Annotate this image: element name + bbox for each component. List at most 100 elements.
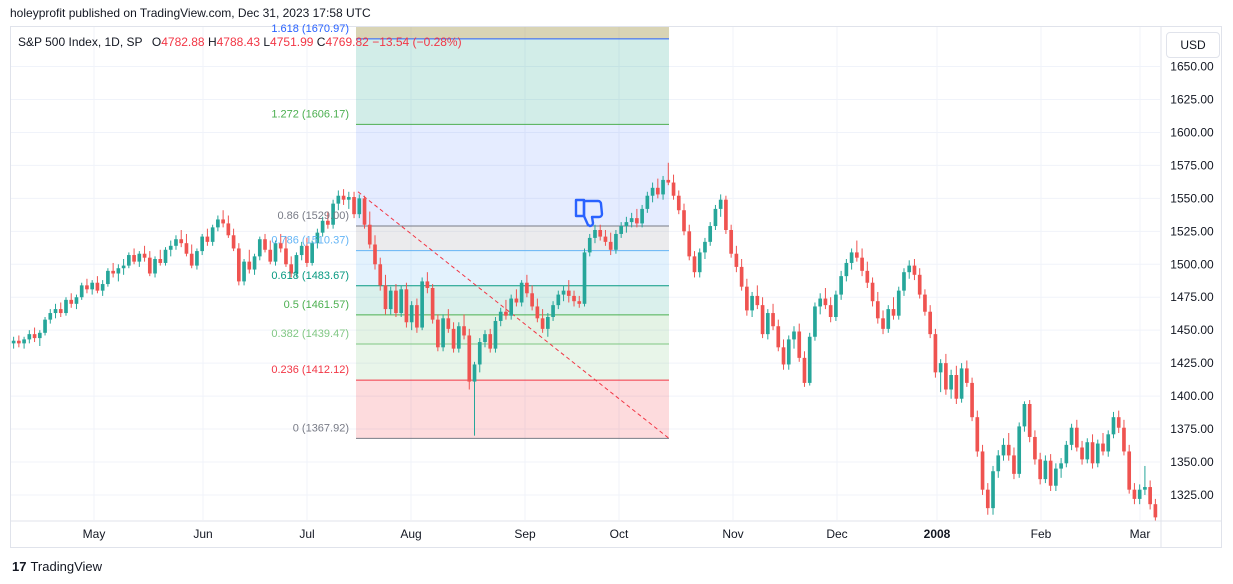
candle: [676, 190, 681, 215]
candle: [1080, 440, 1084, 465]
candle-body: [546, 317, 550, 329]
candle-body: [53, 309, 58, 314]
candle-body: [1027, 404, 1032, 437]
candle-body: [58, 309, 63, 314]
candle: [765, 309, 770, 340]
fib-level-label: 0.86 (1529.00): [277, 210, 349, 222]
low-label: L: [263, 35, 271, 49]
candle: [891, 297, 896, 320]
candle-body: [525, 282, 529, 294]
candle: [451, 322, 456, 353]
candle-body: [813, 306, 817, 337]
candle-body: [436, 319, 440, 348]
fibonacci-labels: 1.618 (1670.97) 1.272 (1606.17) 0.86 (1529…: [271, 23, 349, 434]
candle-body: [540, 318, 545, 329]
candle-body: [294, 255, 299, 274]
x-tick-label: 2008: [924, 527, 951, 541]
x-tick-label: Oct: [610, 527, 629, 541]
candle-body: [341, 195, 346, 200]
candle: [587, 233, 592, 257]
candle: [902, 268, 906, 296]
symbol-name: S&P 500 Index, 1D, SP: [18, 35, 143, 49]
candle-body: [561, 290, 566, 295]
candle: [462, 314, 466, 340]
candle: [818, 293, 823, 315]
candle: [420, 277, 424, 331]
y-tick-label: 1425.00: [1170, 356, 1214, 370]
candle-body: [718, 199, 723, 209]
candle: [666, 162, 671, 186]
tradingview-footer[interactable]: 17 TradingView: [12, 559, 102, 574]
candle: [509, 294, 514, 320]
candle-body: [200, 236, 204, 252]
candle-body: [682, 210, 686, 232]
candle: [436, 314, 440, 352]
candle: [912, 259, 917, 281]
candle: [362, 195, 367, 229]
candle-body: [797, 331, 802, 358]
candle-body: [1095, 443, 1100, 464]
candle-body: [818, 298, 823, 307]
candle-body: [823, 298, 828, 306]
fibonacci-extension[interactable]: [356, 27, 670, 439]
candle-body: [1074, 427, 1079, 448]
candle-body: [488, 334, 493, 349]
fib-level-label: 0.382 (1439.47): [271, 328, 349, 340]
time-axis[interactable]: May Jun Jul Aug Sep Oct Nov Dec 2008 Feb Mar: [83, 527, 1151, 541]
candle: [467, 328, 472, 390]
candle: [1143, 465, 1147, 495]
candle: [1012, 447, 1016, 480]
candle: [582, 248, 587, 307]
chart-frame[interactable]: [10, 26, 1222, 548]
candle: [855, 240, 859, 262]
candle: [1033, 430, 1037, 465]
candle-body: [69, 299, 74, 304]
candle-body: [430, 288, 435, 320]
candle: [273, 240, 278, 266]
candle: [614, 230, 618, 254]
candle-body: [954, 375, 959, 399]
candle: [299, 241, 304, 261]
candle-body: [451, 328, 456, 349]
candle-body: [116, 268, 121, 274]
candle: [11, 336, 16, 349]
candle-body: [509, 298, 514, 316]
candle-body: [687, 231, 692, 257]
candle: [294, 252, 299, 278]
candle: [923, 289, 927, 316]
candle-body: [912, 265, 917, 275]
currency-button[interactable]: USD: [1166, 32, 1220, 58]
candle: [456, 322, 461, 353]
candle: [341, 189, 346, 205]
candle-body: [236, 248, 241, 282]
candle-body: [519, 282, 524, 303]
candle: [415, 298, 419, 333]
candle-body: [346, 197, 351, 200]
candle: [1059, 458, 1063, 478]
candle-body: [881, 318, 885, 329]
candle: [938, 359, 943, 393]
price-axis[interactable]: 1650.00 1625.00 1600.00 1575.00 1550.00 1525.…: [1170, 60, 1214, 502]
candle-body: [635, 218, 639, 224]
candle: [352, 191, 356, 219]
candle-body: [425, 281, 430, 288]
symbol-legend: S&P 500 Index, 1D, SP O4782.88 H4788.43 …: [18, 35, 462, 49]
candle-body: [692, 256, 697, 273]
candle-body: [1116, 417, 1121, 428]
candle: [1054, 463, 1058, 491]
candle: [263, 233, 267, 253]
candle-body: [210, 227, 215, 242]
fib-zone: [356, 27, 669, 39]
candle-body: [273, 243, 278, 262]
candle: [378, 257, 383, 291]
y-tick-label: 1550.00: [1170, 191, 1214, 205]
fib-level-label: 0 (1367.92): [293, 422, 349, 434]
candle: [577, 295, 582, 308]
candle-body: [959, 368, 964, 399]
candle: [504, 299, 508, 320]
candle-body: [315, 232, 320, 244]
candle-body: [174, 239, 178, 246]
candle: [111, 262, 115, 278]
low-value: 4751.99: [270, 35, 314, 49]
